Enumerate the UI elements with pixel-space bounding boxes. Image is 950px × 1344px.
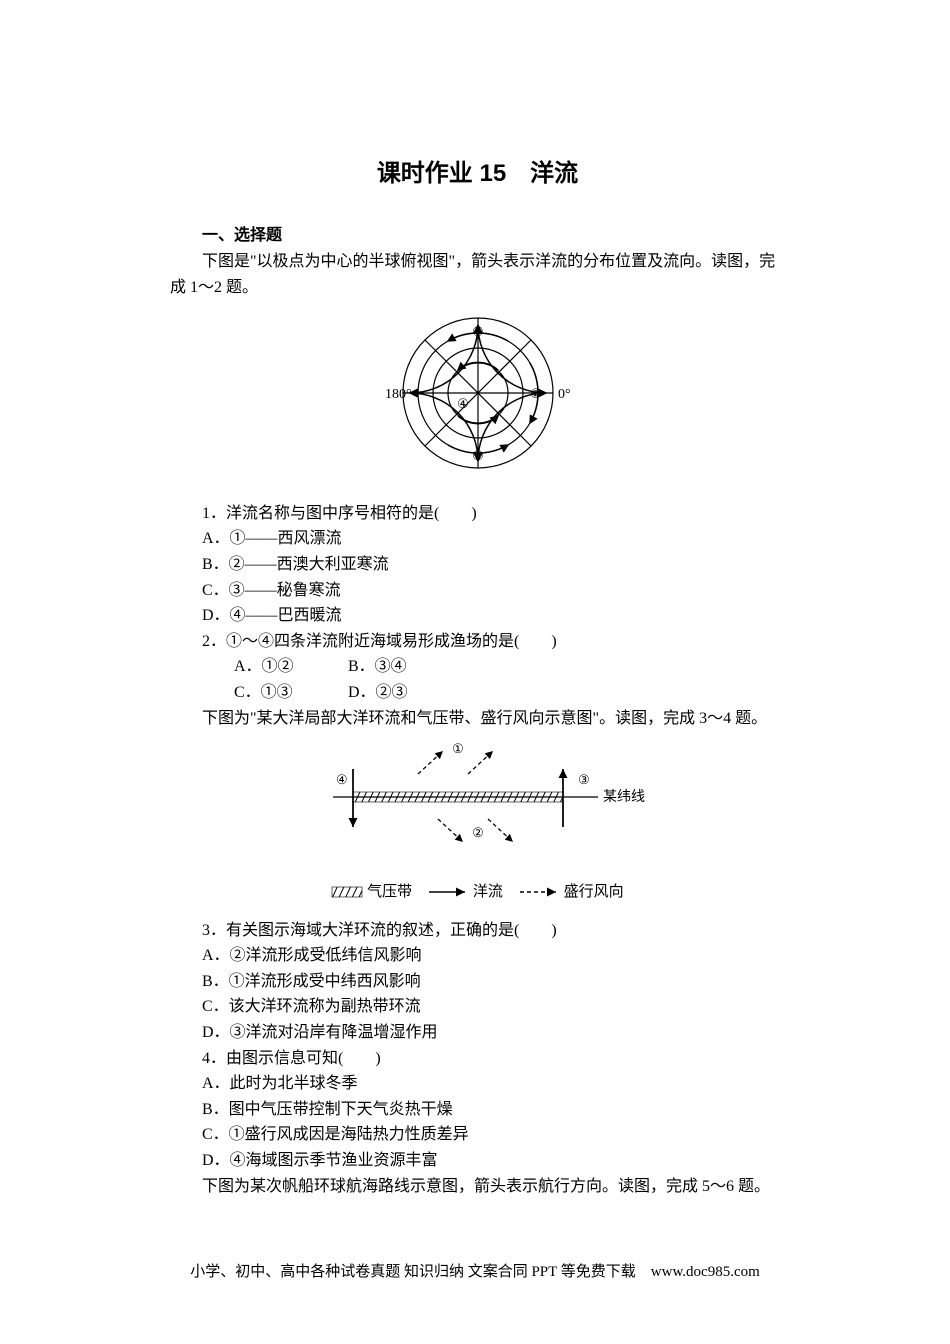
q2-option-d: D．②③ <box>316 680 426 706</box>
q1-stem: 1．洋流名称与图中序号相符的是( ) <box>170 501 785 527</box>
section-header: 一、选择题 <box>170 223 785 249</box>
q1-option-b: B．②——西澳大利亚寒流 <box>170 552 785 578</box>
q3-option-b: B．①洋流形成受中纬西风影响 <box>170 969 785 995</box>
legend-solid-arrow-icon <box>427 885 469 899</box>
q3-stem: 3．有关图示海域大洋环流的叙述，正确的是( ) <box>170 918 785 944</box>
legend-hatch-icon <box>331 885 363 899</box>
page-footer: 小学、初中、高中各种试卷真题 知识归纳 文案合同 PPT 等免费下载 www.d… <box>0 1260 950 1284</box>
q3-option-a: A．②洋流形成受低纬信风影响 <box>170 943 785 969</box>
q4-option-d: D．④海域图示季节渔业资源丰富 <box>170 1148 785 1174</box>
gyre-svg: ① ② ③ ④ 某纬线 <box>298 739 658 869</box>
gyre-m4: ④ <box>336 772 348 787</box>
marker-3: ③ <box>472 324 484 339</box>
q4-stem: 4．由图示信息可知( ) <box>170 1046 785 1072</box>
lat-label: 某纬线 <box>603 789 645 805</box>
q2-stem: 2．①～④四条洋流附近海域易形成渔场的是( ) <box>170 629 785 655</box>
q4-option-a: A．此时为北半球冬季 <box>170 1071 785 1097</box>
figure-polar: 180° 0° ① ② ③ ④ <box>170 308 785 487</box>
polar-svg: 180° 0° ① ② ③ ④ <box>348 308 608 478</box>
page-title: 课时作业 15 洋流 <box>170 155 785 193</box>
legend-pressure: 气压带 <box>367 884 412 900</box>
q2-row2: C．①③ D．②③ <box>170 680 785 706</box>
marker-1: ① <box>472 448 484 463</box>
legend-wind: 盛行风向 <box>564 884 624 900</box>
label-180: 180° <box>385 387 412 402</box>
gyre-m2: ② <box>472 825 484 840</box>
q2-option-c: C．①③ <box>202 680 312 706</box>
legend-row: 气压带 洋流 盛行风向 <box>170 880 785 904</box>
q2-option-a: A．①② <box>202 654 312 680</box>
marker-4: ④ <box>457 396 469 411</box>
q2-option-b: B．③④ <box>316 654 426 680</box>
legend-dash-arrow-icon <box>518 885 560 899</box>
q3-option-d: D．③洋流对沿岸有降温增湿作用 <box>170 1020 785 1046</box>
gyre-m1: ① <box>452 741 464 756</box>
label-0: 0° <box>558 387 571 402</box>
q3-option-c: C．该大洋环流称为副热带环流 <box>170 994 785 1020</box>
intro-1: 下图是"以极点为中心的半球俯视图"，箭头表示洋流的分布位置及流向。读图，完成 1… <box>170 249 785 300</box>
gyre-m3: ③ <box>578 772 590 787</box>
q2-row1: A．①② B．③④ <box>170 654 785 680</box>
q1-option-d: D．④——巴西暖流 <box>170 603 785 629</box>
q4-option-c: C．①盛行风成因是海陆热力性质差异 <box>170 1122 785 1148</box>
marker-2: ② <box>530 386 542 401</box>
q4-option-b: B．图中气压带控制下天气炎热干燥 <box>170 1097 785 1123</box>
intro-2: 下图为"某大洋局部大洋环流和气压带、盛行风向示意图"。读图，完成 3～4 题。 <box>170 706 785 732</box>
q1-option-c: C．③——秘鲁寒流 <box>170 578 785 604</box>
figure-gyre: ① ② ③ ④ 某纬线 气压带 洋流 盛行风向 <box>170 739 785 904</box>
q1-option-a: A．①——西风漂流 <box>170 526 785 552</box>
intro-3: 下图为某次帆船环球航海路线示意图，箭头表示航行方向。读图，完成 5～6 题。 <box>170 1174 785 1200</box>
legend-current: 洋流 <box>473 884 503 900</box>
